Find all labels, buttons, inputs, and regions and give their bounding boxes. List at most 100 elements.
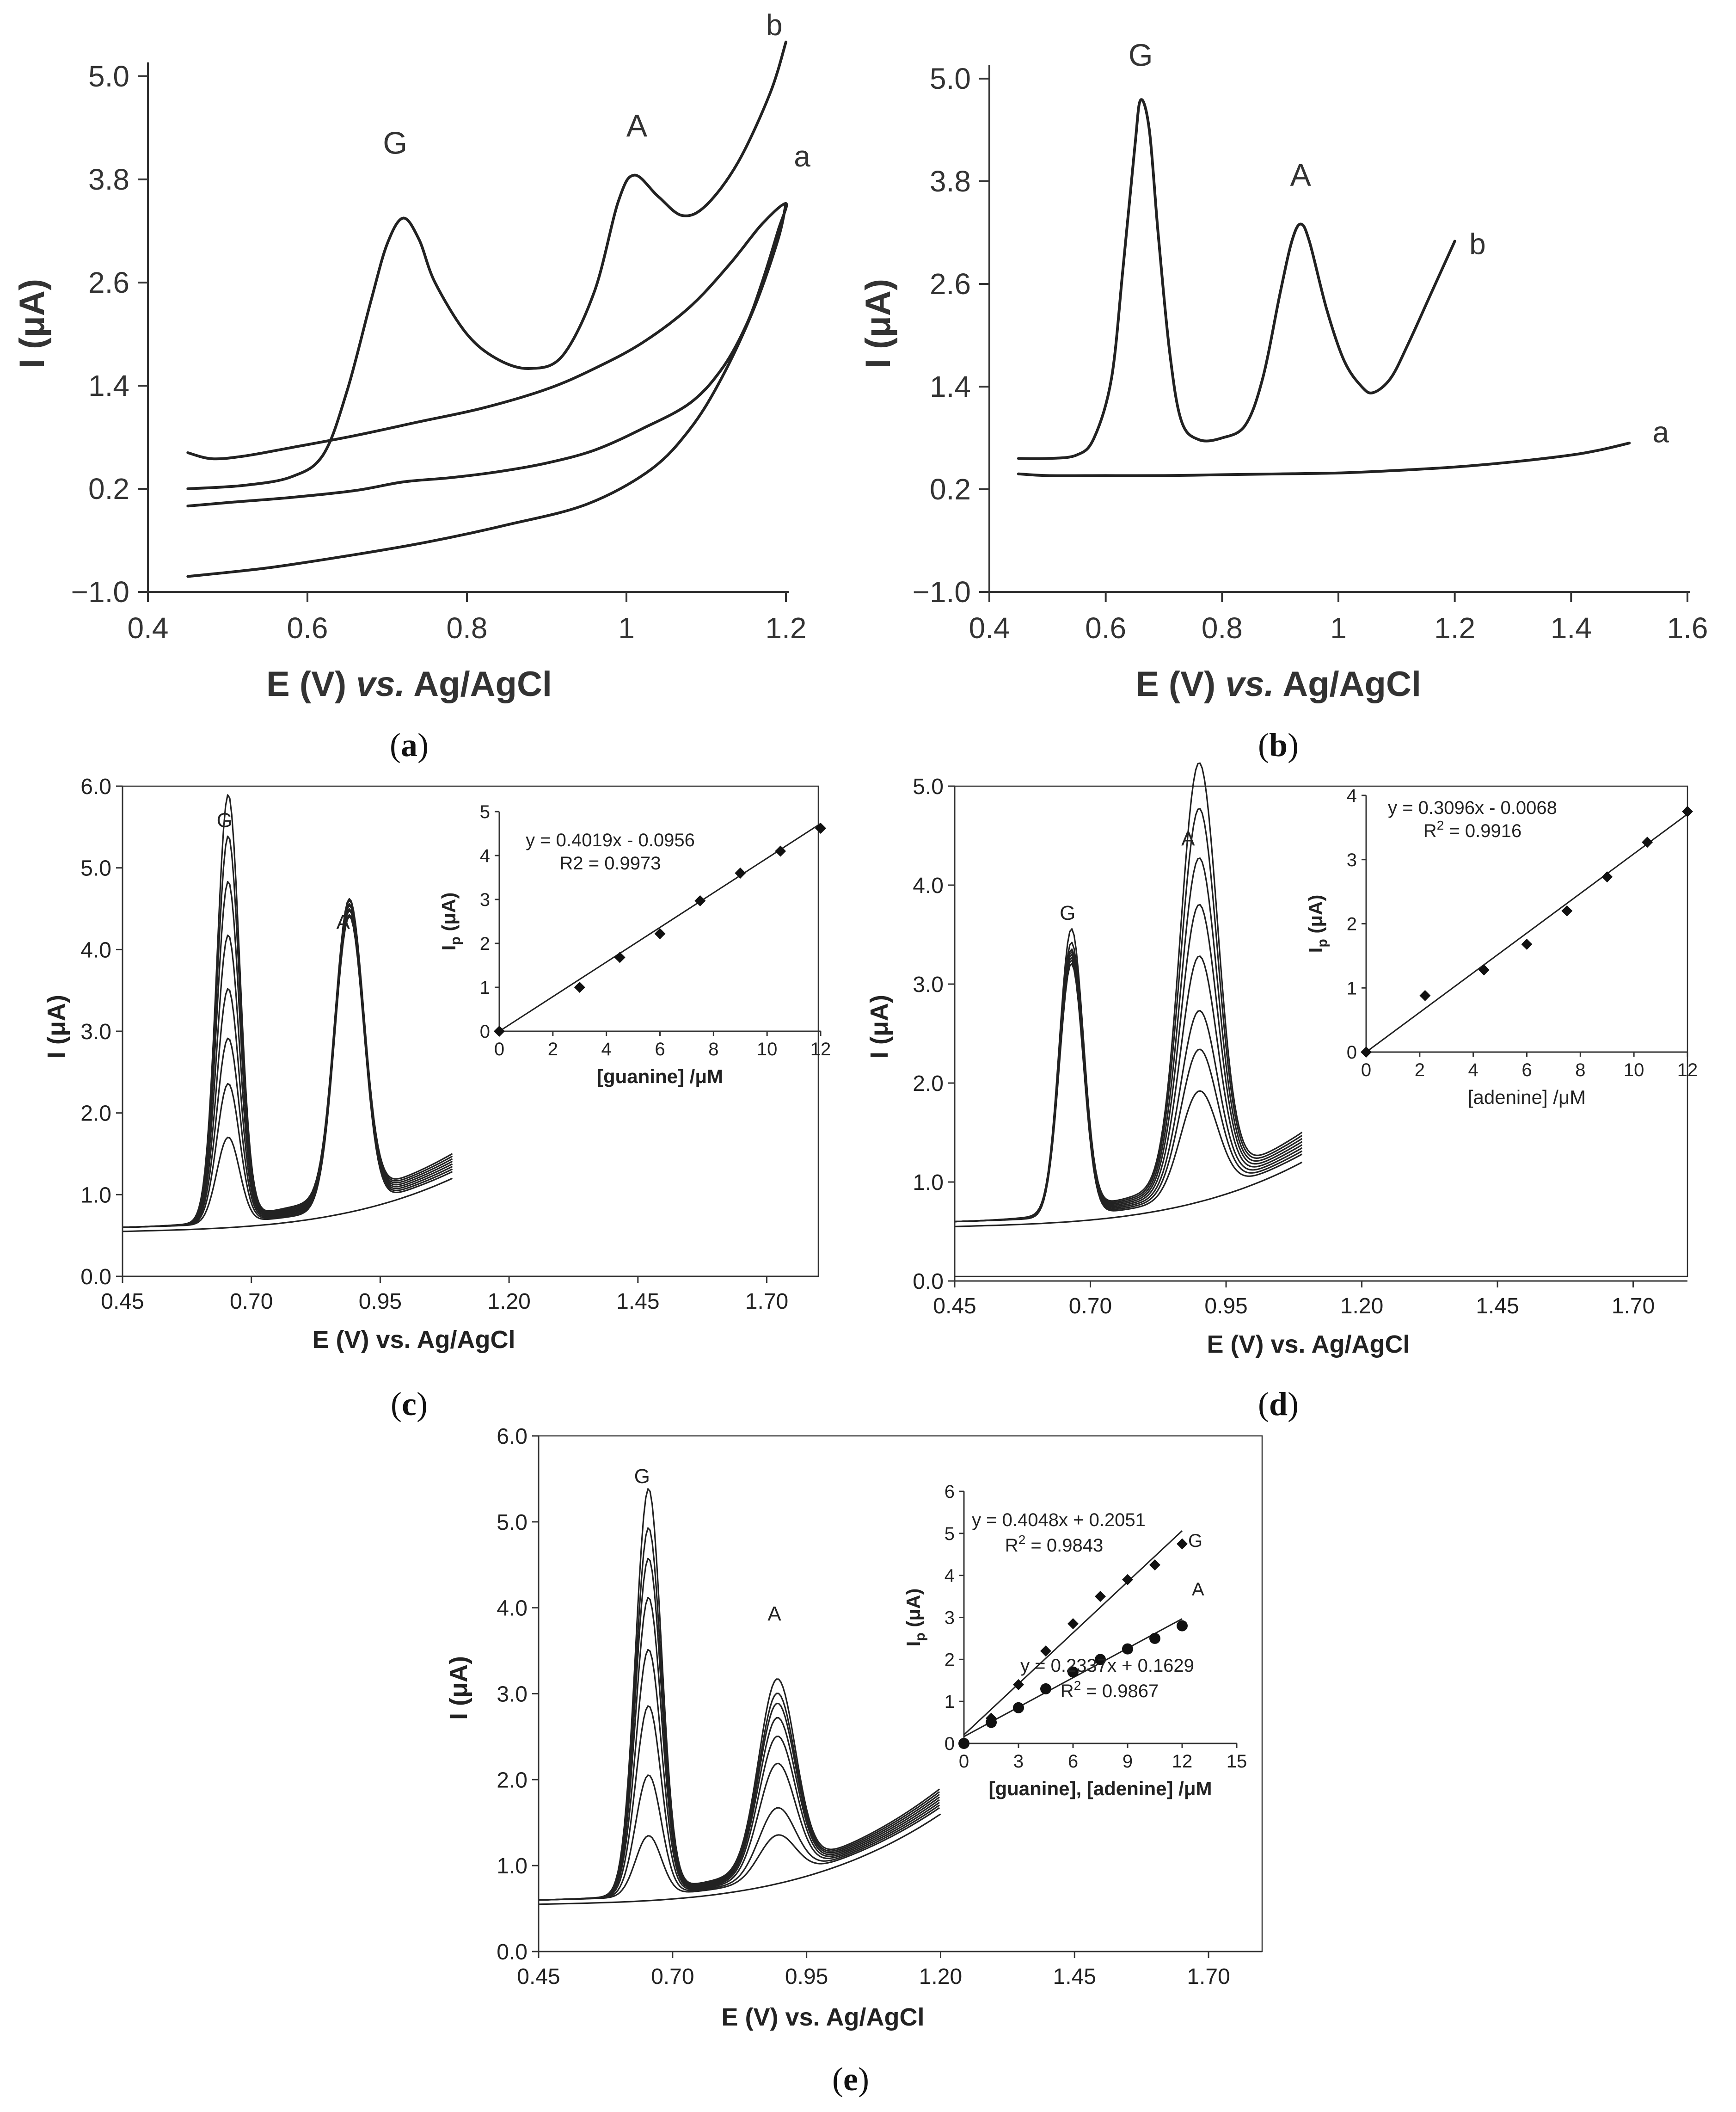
panel-e-inset-point-G	[1149, 1559, 1160, 1570]
panel-d-inset-point-adenine	[1642, 837, 1653, 848]
panel-e-inset-x-tick-label: 6	[1068, 1751, 1078, 1772]
panel-c-peak-label-A: A	[336, 911, 350, 934]
panel-b-y-tick-label: 2.6	[930, 267, 971, 301]
panel-c-inset-point-guanine	[654, 928, 666, 940]
panel-c-x-tick-label: 0.45	[101, 1289, 144, 1314]
panel-c-inset-equation: y = 0.4019x - 0.0956	[526, 830, 695, 850]
panel-c-inset-point-guanine	[574, 982, 585, 993]
panel-e-y-tick-label: 3.0	[497, 1682, 528, 1707]
panel-a-curves	[186, 40, 788, 578]
panel-d-inset-x-tick-label: 6	[1521, 1060, 1532, 1080]
panel-e-label: (e)	[832, 2061, 869, 2098]
panel-b-axes	[988, 65, 1690, 593]
panel-d-inset-y-tick-label: 0	[1347, 1042, 1357, 1063]
panel-e-inset-y-tick-label: 0	[945, 1734, 955, 1754]
panel-e-inset-x-tick-label: 9	[1123, 1751, 1133, 1772]
panel-c-inset-point-guanine	[815, 823, 826, 834]
panel-c-y-tick-label: 0.0	[80, 1265, 111, 1289]
panel-a-y-ticks: −1.0 0.2 1.4 2.6 3.8 5.0	[71, 60, 148, 609]
panel-d-inset-point-adenine	[1521, 938, 1533, 950]
panel-c-annotations: GA	[217, 809, 350, 934]
panel-b-x-tick-label: 1.6	[1667, 611, 1708, 645]
panel-d: 0.45 0.70 0.95 1.20 1.45 1.70 0.0 1.0 2.0 3.0 4.0…	[865, 762, 1698, 1422]
panel-e-inset-point-A	[1040, 1683, 1051, 1694]
panel-e-x-tick-label: 1.70	[1187, 1964, 1230, 1989]
panel-b-x-tick-label: 0.6	[1085, 611, 1126, 645]
panel-a-label: (a)	[390, 727, 429, 764]
panel-b-x-tick-label: 0.8	[1202, 611, 1243, 645]
panel-e-inset-point-G	[1122, 1574, 1133, 1585]
panel-d-inset-point-adenine	[1361, 1047, 1372, 1058]
panel-c-inset-y-tick-label: 0	[480, 1022, 490, 1042]
panel-a-y-axis-title: I (μA)	[12, 279, 52, 369]
panel-d-inset-point-adenine	[1682, 806, 1693, 817]
panel-e-inset-point-G	[1095, 1591, 1106, 1602]
panel-b-annotations: G Ab a	[1129, 37, 1669, 449]
panel-a-curve-label-a: a	[794, 140, 810, 173]
panel-c-inset-point-guanine	[735, 868, 746, 879]
panel-c-inset-point-guanine	[694, 895, 706, 906]
panel-c-x-tick-label: 0.70	[230, 1289, 273, 1314]
panel-a-x-ticks: 0.4 0.6 0.8 1 1.2	[128, 592, 807, 645]
panel-e-inset-r2-a: R2 = 0.9867	[1061, 1678, 1159, 1701]
panel-e-inset-point-G	[1013, 1679, 1024, 1690]
panel-c-inset-r2: R2 = 0.9973	[559, 853, 661, 874]
panel-b-curves	[1017, 98, 1631, 477]
panel-e-inset-fit-line-G	[963, 1530, 1183, 1736]
panel-b-x-tick-label: 1	[1330, 611, 1347, 645]
panel-c-y-tick-label: 5.0	[80, 856, 111, 881]
panel-d-inset-x-tick-label: 8	[1575, 1060, 1585, 1080]
panel-e-inset-equation-g: y = 0.4048x + 0.2051	[972, 1510, 1146, 1530]
panel-a-x-tick-label: 1.2	[766, 611, 807, 645]
panel-d-inset-r2: R2 = 0.9916	[1423, 818, 1521, 841]
panel-a-x-tick-label: 0.6	[287, 611, 328, 645]
panel-a-annotations: G Ab a	[383, 8, 810, 173]
panel-d-inset-x-tick-label: 10	[1624, 1060, 1644, 1080]
panel-e-inset-point-A	[958, 1738, 969, 1749]
panel-c-inset-point-guanine	[494, 1026, 505, 1037]
panel-d-x-tick-label: 1.20	[1340, 1294, 1383, 1318]
panel-e-inset-point-G	[1040, 1645, 1051, 1657]
panel-d-inset-x-tick-label: 4	[1468, 1060, 1478, 1080]
panel-d-plot-frame	[954, 785, 1688, 1277]
panel-a-x-tick-label: 1	[618, 611, 635, 645]
panel-c-y-tick-label: 1.0	[80, 1183, 111, 1207]
panel-c-blank-voltammogram	[122, 1177, 453, 1232]
panel-e-inset-y-axis-title: Ip (μA)	[902, 1589, 928, 1647]
panel-b-y-tick-label: 3.8	[930, 165, 971, 198]
panel-e-x-ticks: 0.45 0.70 0.95 1.20 1.45 1.70	[517, 1952, 1230, 1989]
panel-e-x-tick-label: 0.45	[517, 1964, 560, 1989]
panel-e-inset-y-tick-label: 3	[945, 1608, 955, 1628]
panel-c-y-ticks: 0.0 1.0 2.0 3.0 4.0 5.0 6.0	[80, 775, 123, 1289]
panel-d-inset-y-axis-title: Ip (μA)	[1305, 895, 1330, 953]
panel-e-y-tick-label: 1.0	[497, 1854, 528, 1878]
panel-a-y-tick-label: 2.6	[88, 266, 129, 299]
panel-e-x-axis-title: E (V) vs. Ag/AgCl	[721, 2003, 924, 2031]
panel-b-x-tick-label: 1.4	[1551, 611, 1592, 645]
panel-d-x-axis-title: E (V) vs. Ag/AgCl	[1207, 1330, 1410, 1358]
panel-a-x-axis-title: E (V) vs. Ag/AgCl	[266, 665, 552, 704]
panel-e-y-tick-label: 6.0	[497, 1424, 528, 1449]
panel-e-x-tick-label: 1.20	[919, 1964, 962, 1989]
panel-c-inset-point-guanine	[614, 952, 626, 963]
panel-a-x-tick-label: 0.4	[128, 611, 169, 645]
panel-e-inset-y-tick-label: 5	[945, 1524, 955, 1544]
panel-e-inset-y-tick-label: 4	[945, 1566, 955, 1586]
panel-d-x-ticks: 0.45 0.70 0.95 1.20 1.45 1.70	[933, 1281, 1655, 1318]
panel-c-inset-x-tick-label: 10	[757, 1039, 778, 1059]
panel-c: 0.45 0.70 0.95 1.20 1.45 1.70 0.0 1.0 2.0 3.0 4.0…	[43, 775, 831, 1422]
panel-e-inset-r2-g: R2 = 0.9843	[1005, 1533, 1103, 1556]
panel-e-y-ticks: 0.0 1.0 2.0 3.0 4.0 5.0 6.0	[497, 1424, 539, 1964]
panel-d-x-tick-label: 0.70	[1069, 1294, 1112, 1318]
panel-a-peak-label-G: G	[383, 125, 407, 160]
panel-b-x-tick-label: 1.2	[1434, 611, 1475, 645]
panel-e-inset-point-G	[1177, 1538, 1188, 1550]
panel-e-peak-label-A: A	[767, 1603, 781, 1626]
panel-b-x-tick-label: 0.4	[969, 611, 1010, 645]
panel-e-inset-fit-line-A	[963, 1618, 1183, 1737]
panel-d-y-ticks: 0.0 1.0 2.0 3.0 4.0 5.0	[913, 775, 955, 1294]
panel-b-x-axis-title: E (V) vs. Ag/AgCl	[1135, 665, 1421, 704]
panel-e-inset-y-tick-label: 2	[945, 1650, 955, 1670]
